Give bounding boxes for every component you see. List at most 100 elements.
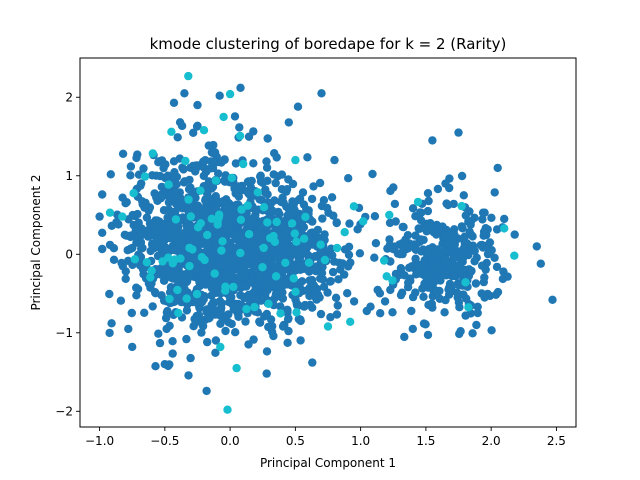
data-point <box>165 294 174 304</box>
data-point <box>255 271 264 281</box>
data-point <box>370 253 379 262</box>
data-point <box>382 272 391 281</box>
data-point <box>428 278 437 287</box>
data-point <box>234 192 243 201</box>
data-point <box>118 149 128 158</box>
data-point <box>294 314 303 324</box>
data-point <box>244 340 253 349</box>
data-point <box>479 277 488 287</box>
data-point <box>151 289 160 298</box>
data-point <box>400 271 409 280</box>
data-point <box>182 294 191 303</box>
data-point <box>256 222 265 232</box>
data-point <box>440 308 449 317</box>
data-point <box>240 282 249 291</box>
data-point <box>224 269 233 278</box>
data-point <box>386 257 395 266</box>
data-point <box>308 217 317 226</box>
data-point <box>280 235 289 244</box>
data-point <box>332 218 341 227</box>
data-point <box>407 306 416 316</box>
data-point <box>457 270 466 280</box>
data-point <box>136 181 145 190</box>
data-point <box>411 212 420 221</box>
data-point <box>359 217 368 226</box>
data-point <box>184 185 194 194</box>
data-point <box>470 246 479 256</box>
data-point <box>287 260 296 269</box>
data-point <box>196 186 205 195</box>
data-point <box>327 193 337 202</box>
data-point <box>193 100 202 110</box>
data-point <box>345 219 354 228</box>
data-point <box>210 148 220 157</box>
data-point <box>457 171 467 181</box>
data-point <box>232 363 241 373</box>
data-point <box>269 331 278 341</box>
data-point <box>148 302 157 311</box>
data-point <box>330 155 339 165</box>
data-point <box>433 184 443 194</box>
data-point <box>147 266 156 275</box>
data-point <box>176 254 185 263</box>
data-point <box>276 302 285 311</box>
data-point <box>199 126 209 135</box>
data-point <box>532 242 541 251</box>
data-point <box>334 275 343 284</box>
data-point <box>236 83 245 93</box>
data-point <box>285 210 294 220</box>
data-point <box>220 175 230 184</box>
data-point <box>510 230 519 239</box>
data-point <box>185 243 194 253</box>
data-point <box>250 302 259 312</box>
data-point <box>160 360 169 369</box>
data-point <box>335 258 344 267</box>
data-point <box>107 319 116 328</box>
data-point <box>154 329 163 338</box>
data-point <box>461 311 470 320</box>
data-point <box>487 213 496 222</box>
data-point <box>388 276 397 285</box>
data-point <box>303 250 313 260</box>
data-point <box>412 270 421 279</box>
data-point <box>186 353 195 363</box>
data-point <box>220 259 229 269</box>
data-point <box>98 190 107 199</box>
x-tick-label: 2.5 <box>547 434 566 448</box>
data-point <box>109 255 119 264</box>
data-point <box>343 289 352 298</box>
data-point <box>368 169 377 179</box>
data-point <box>168 245 177 255</box>
y-tick-label: 1 <box>65 169 73 183</box>
data-point <box>135 229 145 238</box>
data-point <box>301 212 310 222</box>
data-point <box>133 220 142 230</box>
data-point <box>376 309 385 318</box>
data-point <box>196 276 205 285</box>
data-point <box>258 263 267 272</box>
x-tick-label: 0.5 <box>286 434 305 448</box>
data-point <box>184 71 193 81</box>
data-point <box>230 112 240 121</box>
data-point <box>164 180 173 189</box>
data-point <box>255 317 264 326</box>
data-point <box>211 240 220 249</box>
data-point <box>303 153 312 162</box>
data-point <box>174 222 183 231</box>
data-point <box>128 342 137 352</box>
data-point <box>173 285 182 295</box>
data-point <box>278 294 288 303</box>
y-tick-label: 2 <box>65 90 73 104</box>
data-point <box>284 314 293 323</box>
data-point <box>404 278 413 287</box>
data-point <box>411 254 420 263</box>
data-point <box>162 324 171 334</box>
data-point <box>492 262 502 272</box>
data-point <box>362 306 371 316</box>
data-point <box>256 172 265 181</box>
data-point <box>340 228 349 237</box>
data-point <box>271 272 281 281</box>
data-point <box>203 239 212 248</box>
data-point <box>304 258 314 267</box>
data-point <box>326 277 335 286</box>
